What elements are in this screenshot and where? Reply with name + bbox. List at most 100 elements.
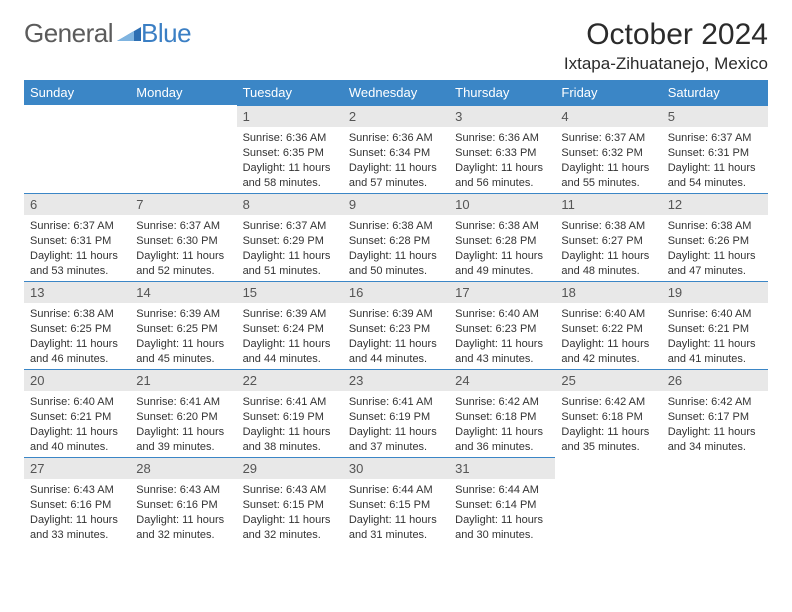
- sunset-line: Sunset: 6:35 PM: [243, 146, 337, 161]
- weekday-header: Tuesday: [237, 80, 343, 105]
- day-number: 18: [555, 281, 661, 303]
- sunset-line: Sunset: 6:31 PM: [668, 146, 762, 161]
- weekday-header: Wednesday: [343, 80, 449, 105]
- daylight-line: Daylight: 11 hours and 55 minutes.: [561, 161, 655, 191]
- daylight-line: Daylight: 11 hours and 58 minutes.: [243, 161, 337, 191]
- sunset-line: Sunset: 6:21 PM: [30, 410, 124, 425]
- daylight-line: Daylight: 11 hours and 51 minutes.: [243, 249, 337, 279]
- sunset-line: Sunset: 6:21 PM: [668, 322, 762, 337]
- calendar-day-cell: 8Sunrise: 6:37 AMSunset: 6:29 PMDaylight…: [237, 193, 343, 281]
- sunset-line: Sunset: 6:22 PM: [561, 322, 655, 337]
- daylight-line: Daylight: 11 hours and 43 minutes.: [455, 337, 549, 367]
- daylight-line: Daylight: 11 hours and 49 minutes.: [455, 249, 549, 279]
- sunrise-line: Sunrise: 6:42 AM: [668, 395, 762, 410]
- sunset-line: Sunset: 6:26 PM: [668, 234, 762, 249]
- calendar-day-cell: 31 Sunrise: 6:44 AMSunset: 6:14 PMDayligh…: [449, 457, 555, 545]
- calendar-day-cell: 1Sunrise: 6:36 AMSunset: 6:35 PMDaylight…: [237, 105, 343, 193]
- daylight-line: Daylight: 11 hours and 30 minutes.: [455, 513, 549, 543]
- sunset-line: Sunset: 6:23 PM: [455, 322, 549, 337]
- sunset-line: Sunset: 6:19 PM: [349, 410, 443, 425]
- day-number: 27: [24, 457, 130, 479]
- sunset-line: Sunset: 6:18 PM: [561, 410, 655, 425]
- daylight-line: Daylight: 11 hours and 42 minutes.: [561, 337, 655, 367]
- sunset-line: Sunset: 6:14 PM: [455, 498, 549, 513]
- day-number: 22: [237, 369, 343, 391]
- page-title: October 2024: [564, 18, 768, 52]
- calendar-day-cell: 6Sunrise: 6:37 AMSunset: 6:31 PMDaylight…: [24, 193, 130, 281]
- sunrise-line: Sunrise: 6:37 AM: [668, 131, 762, 146]
- day-number: 9: [343, 193, 449, 215]
- day-number: 6: [24, 193, 130, 215]
- day-data: Sunrise: 6:39 AMSunset: 6:23 PMDaylight:…: [343, 303, 449, 368]
- calendar-day-cell: 4Sunrise: 6:37 AMSunset: 6:32 PMDaylight…: [555, 105, 661, 193]
- day-number: 10: [449, 193, 555, 215]
- daylight-line: Daylight: 11 hours and 44 minutes.: [243, 337, 337, 367]
- sunset-line: Sunset: 6:28 PM: [349, 234, 443, 249]
- sunrise-line: Sunrise: 6:40 AM: [455, 307, 549, 322]
- day-number: 14: [130, 281, 236, 303]
- day-data: Sunrise: 6:44 AMSunset: 6:15 PMDaylight:…: [343, 479, 449, 544]
- day-data: Sunrise: 6:43 AMSunset: 6:16 PMDaylight:…: [130, 479, 236, 544]
- calendar-week-row: 20Sunrise: 6:40 AMSunset: 6:21 PMDayligh…: [24, 369, 768, 457]
- calendar-day-cell: 28Sunrise: 6:43 AMSunset: 6:16 PMDayligh…: [130, 457, 236, 545]
- calendar-day-cell: [555, 457, 661, 545]
- day-data: Sunrise: 6:43 AMSunset: 6:15 PMDaylight:…: [237, 479, 343, 544]
- day-number: 25: [555, 369, 661, 391]
- sunrise-line: Sunrise: 6:38 AM: [668, 219, 762, 234]
- logo-triangle-icon: [117, 25, 141, 43]
- sunrise-line: Sunrise: 6:41 AM: [243, 395, 337, 410]
- day-data: Sunrise: 6:36 AMSunset: 6:35 PMDaylight:…: [237, 127, 343, 192]
- day-number: 26: [662, 369, 768, 391]
- calendar-day-cell: 29Sunrise: 6:43 AMSunset: 6:15 PMDayligh…: [237, 457, 343, 545]
- daylight-line: Daylight: 11 hours and 48 minutes.: [561, 249, 655, 279]
- daylight-line: Daylight: 11 hours and 38 minutes.: [243, 425, 337, 455]
- day-number: 31: [449, 457, 555, 479]
- sunrise-line: Sunrise: 6:37 AM: [30, 219, 124, 234]
- sunset-line: Sunset: 6:20 PM: [136, 410, 230, 425]
- calendar-day-cell: 22Sunrise: 6:41 AMSunset: 6:19 PMDayligh…: [237, 369, 343, 457]
- sunset-line: Sunset: 6:18 PM: [455, 410, 549, 425]
- daylight-line: Daylight: 11 hours and 45 minutes.: [136, 337, 230, 367]
- day-number: 16: [343, 281, 449, 303]
- daylight-line: Daylight: 11 hours and 54 minutes.: [668, 161, 762, 191]
- day-data: Sunrise: 6:37 AMSunset: 6:31 PMDaylight:…: [24, 215, 130, 280]
- day-number: 29: [237, 457, 343, 479]
- day-number: 11: [555, 193, 661, 215]
- day-number: 7: [130, 193, 236, 215]
- day-data: Sunrise: 6:42 AMSunset: 6:18 PMDaylight:…: [555, 391, 661, 456]
- day-number: 24: [449, 369, 555, 391]
- calendar-day-cell: 23Sunrise: 6:41 AMSunset: 6:19 PMDayligh…: [343, 369, 449, 457]
- daylight-line: Daylight: 11 hours and 57 minutes.: [349, 161, 443, 191]
- sunrise-line: Sunrise: 6:36 AM: [243, 131, 337, 146]
- sunrise-line: Sunrise: 6:38 AM: [455, 219, 549, 234]
- calendar-day-cell: [130, 105, 236, 193]
- sunrise-line: Sunrise: 6:37 AM: [243, 219, 337, 234]
- sunset-line: Sunset: 6:16 PM: [30, 498, 124, 513]
- day-data: Sunrise: 6:37 AMSunset: 6:31 PMDaylight:…: [662, 127, 768, 192]
- day-number: 30: [343, 457, 449, 479]
- day-data: Sunrise: 6:36 AMSunset: 6:34 PMDaylight:…: [343, 127, 449, 192]
- sunset-line: Sunset: 6:28 PM: [455, 234, 549, 249]
- sunset-line: Sunset: 6:27 PM: [561, 234, 655, 249]
- day-data: Sunrise: 6:40 AMSunset: 6:23 PMDaylight:…: [449, 303, 555, 368]
- day-data: Sunrise: 6:38 AMSunset: 6:26 PMDaylight:…: [662, 215, 768, 280]
- daylight-line: Daylight: 11 hours and 32 minutes.: [243, 513, 337, 543]
- day-data: Sunrise: 6:39 AMSunset: 6:25 PMDaylight:…: [130, 303, 236, 368]
- day-data: Sunrise: 6:41 AMSunset: 6:20 PMDaylight:…: [130, 391, 236, 456]
- calendar-day-cell: 15Sunrise: 6:39 AMSunset: 6:24 PMDayligh…: [237, 281, 343, 369]
- day-data: Sunrise: 6:41 AMSunset: 6:19 PMDaylight:…: [343, 391, 449, 456]
- sunrise-line: Sunrise: 6:40 AM: [30, 395, 124, 410]
- sunset-line: Sunset: 6:30 PM: [136, 234, 230, 249]
- day-number: 1: [237, 105, 343, 127]
- daylight-line: Daylight: 11 hours and 50 minutes.: [349, 249, 443, 279]
- calendar-day-cell: 20Sunrise: 6:40 AMSunset: 6:21 PMDayligh…: [24, 369, 130, 457]
- sunrise-line: Sunrise: 6:44 AM: [455, 483, 549, 498]
- sunset-line: Sunset: 6:17 PM: [668, 410, 762, 425]
- day-data: Sunrise: 6:40 AMSunset: 6:21 PMDaylight:…: [662, 303, 768, 368]
- header: General Blue October 2024 Ixtapa-Zihuata…: [24, 18, 768, 74]
- weekday-header: Thursday: [449, 80, 555, 105]
- daylight-line: Daylight: 11 hours and 56 minutes.: [455, 161, 549, 191]
- calendar-week-row: 1Sunrise: 6:36 AMSunset: 6:35 PMDaylight…: [24, 105, 768, 193]
- daylight-line: Daylight: 11 hours and 40 minutes.: [30, 425, 124, 455]
- day-number: 23: [343, 369, 449, 391]
